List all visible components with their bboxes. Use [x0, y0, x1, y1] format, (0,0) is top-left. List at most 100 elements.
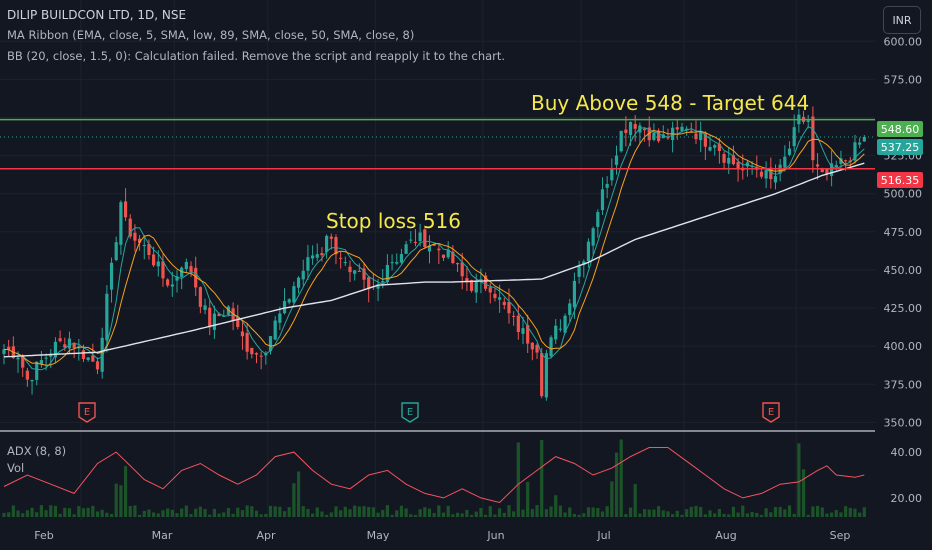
candle-body [441, 254, 446, 258]
candle-body [123, 201, 128, 218]
volume-bar [516, 442, 520, 517]
candle-body [399, 254, 404, 263]
volume-bar [292, 483, 296, 517]
adx-tick-label: 40.00 [891, 446, 923, 459]
candle-body [479, 279, 483, 281]
candle-body [91, 355, 95, 362]
earnings-badge-label: E [84, 407, 90, 418]
candle-body [72, 342, 76, 348]
volume-bar [465, 509, 469, 517]
candle-body [624, 129, 628, 133]
candle-body [844, 160, 848, 162]
candle-body [600, 189, 605, 211]
volume-legend[interactable]: Vol [7, 461, 25, 475]
volume-bar [217, 513, 221, 517]
price-axis[interactable]: 350.00 375.00 400.00 425.00 450.00 475.00 500.… [884, 35, 923, 505]
candle-body [413, 242, 418, 244]
volume-bar [549, 506, 553, 517]
candle-body [44, 357, 48, 359]
currency-button[interactable]: INR [883, 6, 921, 34]
candle-body [722, 154, 726, 163]
volume-bar [395, 510, 399, 517]
volume-bar [526, 481, 530, 517]
ma-ribbon-legend[interactable]: MA Ribbon (EMA, close, 5, SMA, low, 89, … [7, 28, 415, 42]
volume-bar [577, 514, 581, 517]
bb-legend[interactable]: BB (20, close, 1.5, 0): Calculation fail… [7, 49, 506, 63]
volume-bar [844, 506, 848, 517]
volume-bar [610, 481, 614, 517]
volume-bar [628, 507, 633, 517]
volume-bar [367, 506, 371, 517]
volume-bar [713, 513, 717, 517]
candle-body [834, 164, 838, 168]
candle-body [759, 171, 764, 177]
volume-bar [175, 513, 179, 517]
volume-bar [614, 452, 619, 517]
earnings-marker: E [78, 402, 96, 423]
volume-bar [72, 514, 76, 517]
volume-bar [507, 505, 511, 517]
candle-body [699, 130, 703, 141]
candle-body [273, 320, 277, 340]
volume-bar [815, 505, 820, 517]
candle-body [727, 157, 731, 164]
earnings-badge-shape [401, 402, 419, 423]
volume-bar [287, 507, 291, 517]
volume-bar [694, 505, 698, 517]
candle-body [128, 218, 132, 237]
candle-body [156, 261, 160, 267]
volume-bar [755, 512, 759, 517]
price-tick-label: 500.00 [884, 188, 923, 201]
time-tick-label: Jun [486, 529, 504, 542]
volume-bar [829, 512, 834, 517]
volume-bar [63, 507, 67, 517]
candle-body [367, 277, 371, 290]
volume-bar [418, 509, 422, 517]
candle-body [259, 355, 263, 357]
candle-body [507, 302, 511, 314]
ema-5-line [3, 125, 865, 371]
candle-body [432, 243, 436, 246]
volume-bar [437, 505, 441, 517]
candle-body [16, 357, 20, 360]
stop-loss-annotation: Stop loss 516 [326, 209, 461, 233]
volume-bar [778, 506, 782, 517]
volume-bar [245, 505, 249, 517]
candle-body [619, 130, 623, 152]
volume-bar [685, 509, 689, 517]
candle-body [95, 361, 100, 370]
volume-bar [264, 513, 268, 517]
candle-body [212, 313, 217, 330]
volume-bar [194, 508, 198, 517]
volume-bar [848, 507, 852, 517]
candle-body [675, 127, 679, 130]
volume-bar [699, 506, 703, 517]
volume-bar [409, 514, 413, 517]
adx-legend[interactable]: ADX (8, 8) [7, 444, 67, 458]
candle-body [839, 158, 843, 164]
candle-body [362, 268, 366, 280]
adx-line [3, 447, 865, 504]
volume-bar [53, 505, 58, 517]
time-tick-label: Mar [152, 529, 173, 542]
volume-bar [563, 512, 567, 517]
candle-body [226, 306, 231, 315]
volume-bar [325, 514, 329, 517]
time-axis[interactable]: Feb Mar Apr May Jun Jul Aug Sep [34, 529, 850, 542]
volume-bar [39, 505, 44, 517]
volume-bar [282, 511, 287, 517]
earnings-marker: E [401, 402, 419, 423]
candle-body [2, 349, 6, 354]
candle-body [30, 380, 34, 382]
time-tick-label: Apr [256, 529, 276, 542]
volume-bar [423, 507, 427, 517]
volume-bar [273, 506, 277, 517]
candle-body [105, 293, 109, 341]
volume-bar [399, 505, 404, 517]
candle-body [184, 261, 188, 270]
volume-bar [825, 513, 829, 517]
volume-bar [727, 514, 731, 517]
volume-bar [301, 506, 305, 517]
